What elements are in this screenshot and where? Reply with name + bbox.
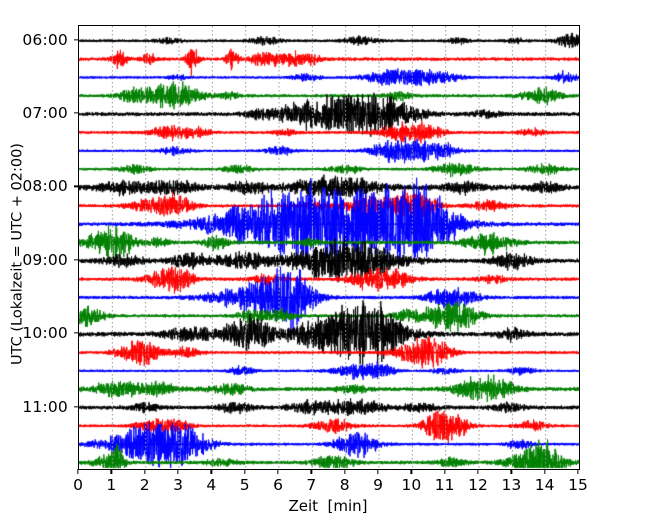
y-tick-1100: 11:00	[22, 397, 68, 416]
x-tick-15: 15	[568, 476, 588, 494]
x-tick-mark	[377, 469, 379, 474]
y-axis-tick-labels: 06:00 07:00 08:00 09:00 10:00 11:00	[0, 25, 68, 468]
x-axis-label: Zeit [min]	[288, 497, 368, 515]
x-tick-3: 3	[173, 476, 183, 494]
x-tick-mark	[144, 469, 146, 474]
y-tick-0800: 08:00	[22, 177, 68, 196]
x-axis-tick-labels: 0 1 2 3 4 5 6 7 8 9 10 11 12 13 14 15	[73, 476, 588, 498]
x-tick-mark	[110, 469, 112, 474]
x-tick-mark	[344, 469, 346, 474]
x-tick-mark	[244, 469, 246, 474]
x-tick-mark	[210, 469, 212, 474]
x-tick-14: 14	[534, 476, 555, 494]
y-tick-mark	[73, 259, 78, 261]
seismogram-traces	[79, 26, 579, 469]
y-tick-mark	[73, 112, 78, 114]
y-tick-0700: 07:00	[22, 104, 68, 123]
x-tick-12: 12	[468, 476, 488, 494]
y-tick-mark	[73, 405, 78, 408]
x-tick-1: 1	[106, 476, 117, 494]
x-tick-mark	[410, 469, 412, 474]
x-tick-13: 13	[501, 476, 522, 494]
y-tick-mark	[73, 332, 78, 334]
plot-area[interactable]	[78, 25, 580, 470]
x-tick-mark	[444, 469, 446, 474]
x-tick-8: 8	[339, 476, 350, 494]
x-tick-mark	[77, 469, 79, 474]
y-tick-1000: 10:00	[22, 324, 68, 343]
x-tick-11: 11	[434, 476, 455, 494]
x-tick-mark	[510, 469, 512, 474]
x-tick-4: 4	[206, 476, 217, 494]
x-tick-9: 9	[373, 476, 383, 494]
x-tick-mark	[544, 469, 546, 474]
x-tick-6: 6	[273, 476, 283, 494]
x-tick-mark	[310, 469, 312, 474]
x-tick-mark	[477, 469, 479, 474]
x-tick-mark	[577, 469, 579, 474]
x-tick-10: 10	[401, 476, 422, 494]
x-axis-tick-marks	[77, 469, 579, 474]
x-tick-0: 0	[73, 476, 83, 494]
y-tick-mark	[73, 39, 78, 41]
y-tick-0900: 09:00	[22, 250, 68, 269]
x-tick-mark	[177, 469, 179, 474]
y-tick-mark	[73, 185, 78, 188]
y-axis-tick-marks	[73, 25, 78, 468]
y-tick-0600: 06:00	[22, 30, 68, 49]
x-tick-2: 2	[139, 476, 150, 494]
x-tick-mark	[277, 469, 279, 474]
x-tick-7: 7	[306, 476, 317, 494]
x-tick-5: 5	[239, 476, 250, 494]
